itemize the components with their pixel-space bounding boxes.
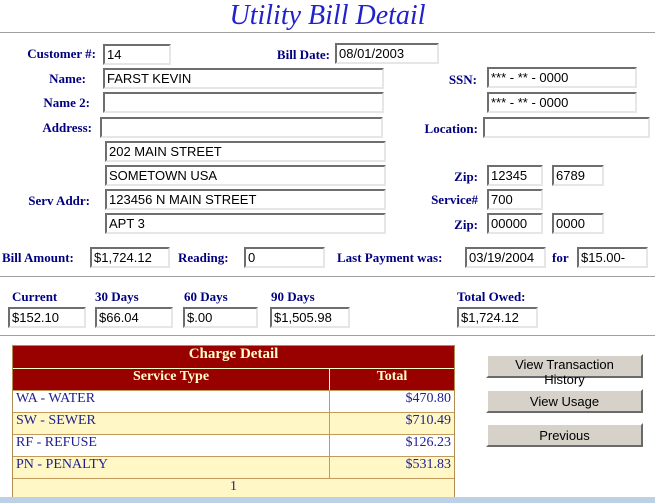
total-owed-label: Total Owed: — [457, 289, 526, 304]
aging-90days-input[interactable] — [270, 307, 350, 328]
serv-zip-label: Zip: — [454, 217, 478, 232]
address-input[interactable] — [100, 117, 383, 138]
service-number-label: Service# — [431, 192, 478, 207]
last-payment-label: Last Payment was: — [337, 250, 443, 265]
aging-60days-label: 60 Days — [184, 289, 228, 304]
zip-input[interactable] — [487, 165, 543, 186]
bill-amount-label: Bill Amount: — [2, 250, 74, 265]
service-type-cell: RF - REFUSE — [13, 435, 330, 456]
total-owed-input[interactable] — [457, 307, 538, 328]
table-row: SW - SEWER $710.49 — [13, 413, 454, 435]
customer-number-input[interactable] — [103, 44, 171, 65]
name-label: Name: — [49, 71, 86, 86]
serv-zip-input[interactable] — [487, 213, 543, 234]
address-label: Address: — [42, 120, 92, 135]
aging-current-label: Current — [12, 289, 58, 304]
bottom-bar — [0, 497, 655, 503]
aging-90days-label: 90 Days — [271, 289, 315, 304]
total-cell: $470.80 — [405, 391, 452, 406]
table-row: WA - WATER $470.80 — [13, 391, 454, 413]
last-payment-date-input[interactable] — [465, 247, 546, 268]
name2-input[interactable] — [103, 92, 384, 113]
last-payment-amount-input[interactable] — [577, 247, 648, 268]
divider — [0, 32, 655, 33]
page-number: 1 — [13, 479, 454, 498]
divider — [0, 276, 655, 277]
total-cell: $710.49 — [405, 413, 452, 428]
location-input[interactable] — [483, 117, 650, 138]
charge-detail-table: Charge Detail Service Type Total WA - WA… — [12, 345, 455, 499]
for-label: for — [552, 250, 569, 265]
bill-date-input[interactable] — [335, 43, 439, 64]
ssn-input-2[interactable] — [487, 92, 637, 113]
ssn-label: SSN: — [448, 72, 477, 87]
name-input[interactable] — [103, 68, 384, 89]
service-type-column-header: Service Type — [13, 369, 330, 390]
name2-label: Name 2: — [43, 95, 90, 110]
service-type-cell: PN - PENALTY — [13, 457, 330, 478]
serv-addr-label: Serv Addr: — [28, 193, 90, 208]
address-line3-input[interactable] — [105, 165, 386, 186]
service-type-cell: SW - SEWER — [13, 413, 330, 434]
bill-amount-input[interactable] — [90, 247, 170, 268]
total-cell: $126.23 — [405, 435, 452, 450]
page-title: Utility Bill Detail — [229, 0, 426, 31]
serv-addr-line2-input[interactable] — [105, 213, 386, 234]
zip-label: Zip: — [454, 169, 478, 184]
zip4-input[interactable] — [552, 165, 604, 186]
charge-detail-header-row: Service Type Total — [13, 369, 454, 391]
view-transaction-history-button[interactable]: View Transaction History — [486, 354, 643, 387]
serv-addr-input[interactable] — [105, 189, 386, 210]
view-usage-button[interactable]: View Usage — [486, 389, 643, 413]
total-column-header: Total — [376, 369, 408, 384]
service-type-cell: WA - WATER — [13, 391, 330, 412]
charge-detail-title: Charge Detail — [13, 346, 454, 369]
table-row: PN - PENALTY $531.83 — [13, 457, 454, 479]
location-label: Location: — [424, 121, 478, 136]
previous-button[interactable]: Previous — [486, 423, 643, 447]
reading-label: Reading: — [178, 250, 229, 265]
ssn-input-1[interactable] — [487, 67, 637, 88]
serv-zip4-input[interactable] — [552, 213, 604, 234]
address-line2-input[interactable] — [105, 141, 386, 162]
service-number-input[interactable] — [487, 189, 543, 210]
bill-date-label: Bill Date: — [276, 47, 330, 62]
total-cell: $531.83 — [405, 457, 452, 472]
aging-current-input[interactable] — [8, 307, 86, 328]
table-row: RF - REFUSE $126.23 — [13, 435, 454, 457]
aging-30days-label: 30 Days — [95, 289, 139, 304]
divider — [0, 335, 655, 336]
customer-number-label: Customer #: — [27, 46, 96, 61]
aging-60days-input[interactable] — [183, 307, 258, 328]
aging-30days-input[interactable] — [95, 307, 173, 328]
reading-input[interactable] — [244, 247, 325, 268]
